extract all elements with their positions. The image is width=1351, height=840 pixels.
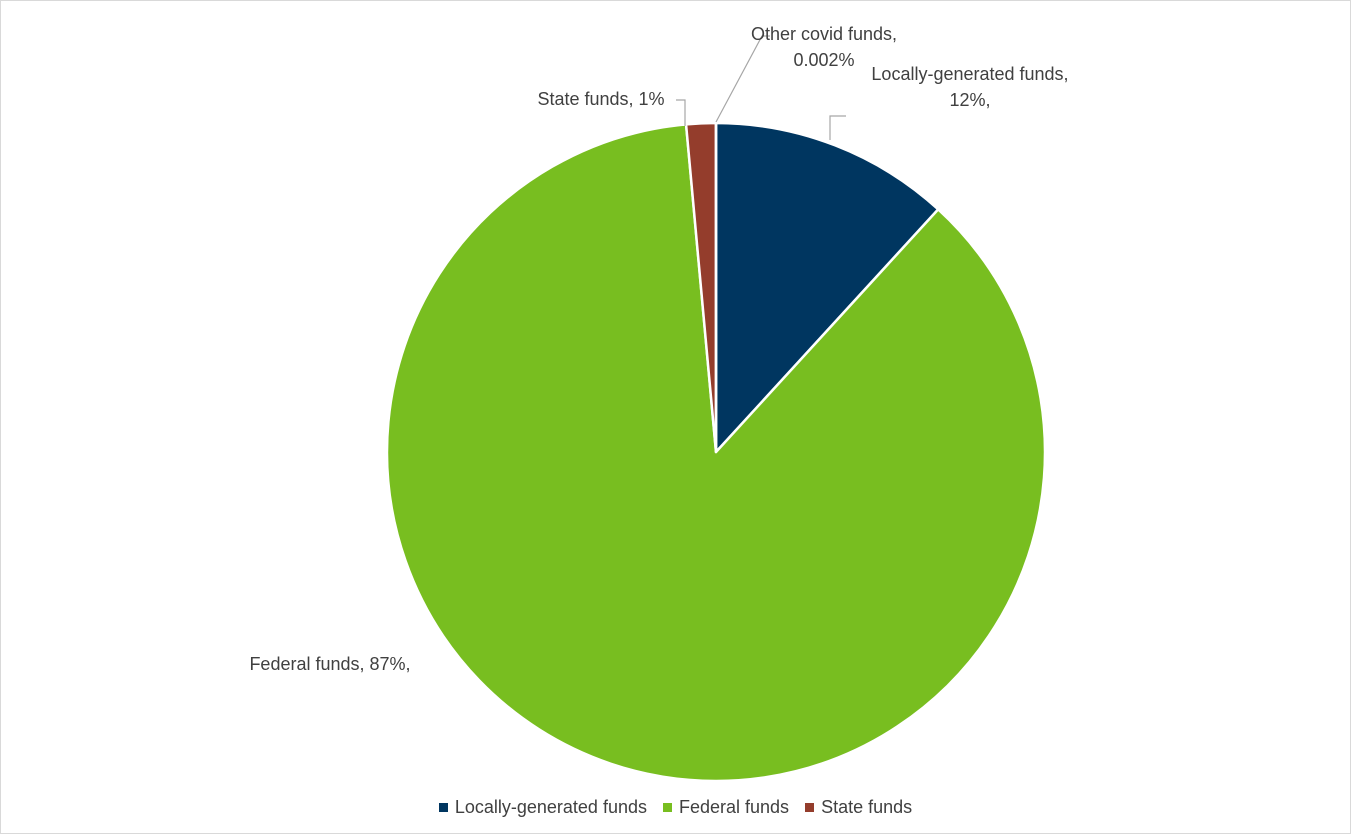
data-label-other-covid-funds-line2: 0.002% (793, 50, 854, 70)
legend-item-locally-generated: Locally-generated funds (438, 796, 647, 818)
legend-item-federal: Federal funds (662, 796, 790, 818)
pie-slice-locally-generated-funds (714, 121, 940, 454)
leader-line-other-covid-funds (715, 35, 770, 123)
legend-item-state: State funds (805, 797, 912, 818)
legend-swatch-state (805, 802, 815, 812)
data-label-federal-funds: Federal funds, 87%, (249, 654, 410, 674)
leader-line-locally-generated-funds (829, 115, 846, 140)
data-labels: Locally-generated funds, 12%, Federal fund… (249, 24, 1068, 674)
data-label-locally-generated-funds: Locally-generated funds, (871, 64, 1068, 84)
legend-swatch-federal (662, 802, 672, 812)
legend-label-locally-generated: Locally-generated funds (454, 796, 647, 817)
leader-line-state-funds (676, 99, 686, 126)
legend-swatch-locally-generated (438, 802, 448, 812)
data-label-state-funds: State funds, 1% (537, 89, 664, 109)
legend-label-federal: Federal funds (678, 796, 790, 817)
legend: Locally-generated funds Federal funds St… (0, 795, 1351, 819)
pie-slices (385, 121, 1047, 783)
data-label-locally-generated-funds-line2: 12%, (949, 90, 990, 110)
data-label-other-covid-funds: Other covid funds, (751, 24, 897, 44)
legend-label-state: State funds (821, 796, 913, 817)
leader-lines (676, 35, 846, 140)
